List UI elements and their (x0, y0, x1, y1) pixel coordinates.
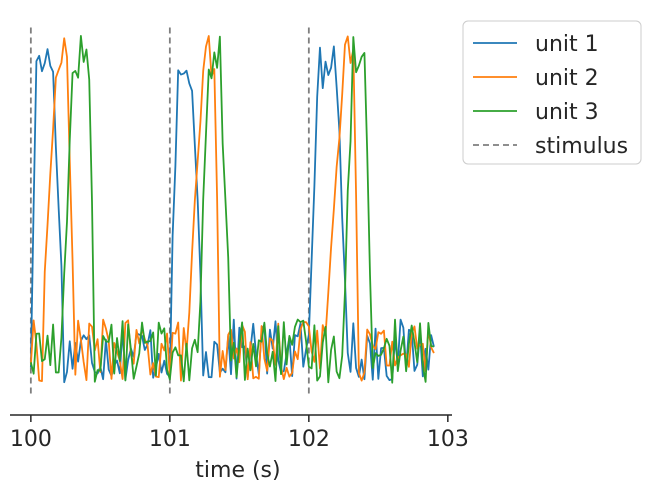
x-ticks: 100 101 102 103 (10, 415, 469, 452)
x-axis-label: time (s) (195, 458, 280, 483)
legend: unit 1 unit 2 unit 3 stimulus (462, 20, 642, 165)
legend-label: stimulus (535, 134, 628, 159)
legend-box (462, 20, 642, 165)
x-tick-label: 102 (288, 427, 330, 452)
x-tick-label: 103 (427, 427, 469, 452)
legend-label: unit 1 (535, 32, 599, 57)
series-lines (29, 35, 435, 384)
legend-label: unit 2 (535, 66, 599, 91)
x-tick-label: 100 (10, 427, 52, 452)
legend-label: unit 3 (535, 100, 599, 125)
x-tick-label: 101 (149, 427, 191, 452)
series-line-2 (29, 35, 435, 382)
series-line-3 (29, 35, 435, 384)
